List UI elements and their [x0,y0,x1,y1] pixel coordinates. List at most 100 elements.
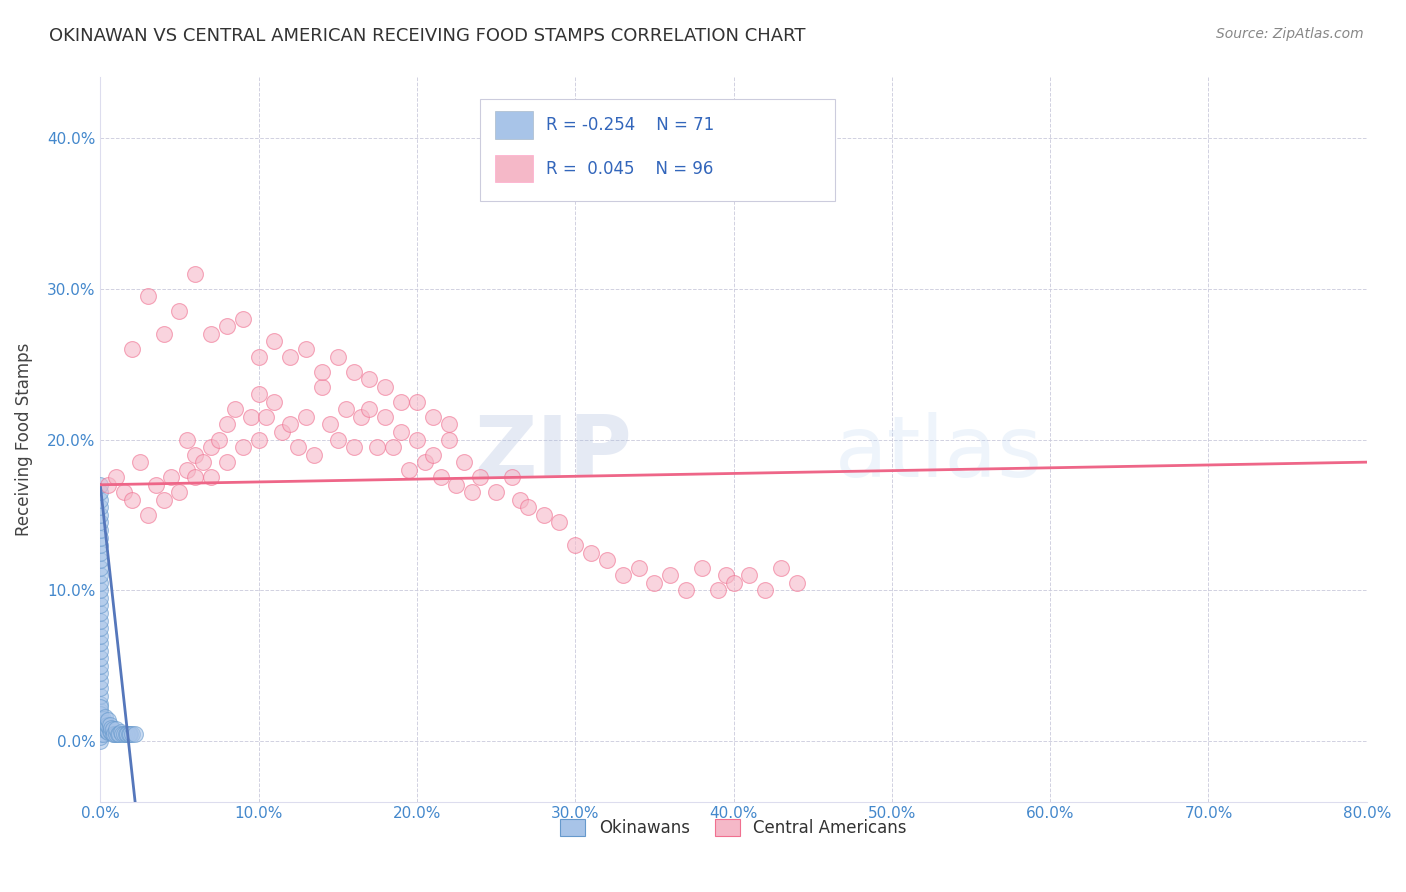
Point [128,455,150,469]
Point [89,531,111,545]
Point [738,568,761,582]
Point [706,583,728,598]
Point [184,267,207,281]
Point [89,727,111,741]
Point [89,636,111,650]
Point [382,440,405,454]
Point [89,666,111,681]
Point [247,387,270,401]
Point [232,440,254,454]
Point [114,727,136,741]
FancyBboxPatch shape [495,155,533,183]
Point [437,433,460,447]
Point [169,304,191,318]
Point [89,591,111,605]
Point [89,712,111,726]
Point [627,560,650,574]
Point [89,734,111,748]
Point [326,350,349,364]
Point [100,721,122,735]
Point [295,342,318,356]
Point [89,538,111,552]
Point [89,606,111,620]
Point [287,440,309,454]
Point [659,568,682,582]
Point [263,394,285,409]
Point [548,516,571,530]
Point [485,485,508,500]
Point [89,722,111,736]
Point [596,553,619,567]
Point [121,727,143,741]
Point [89,516,111,530]
Point [359,372,381,386]
Point [406,433,429,447]
Point [89,643,111,657]
Point [89,714,111,729]
Point [429,470,451,484]
Point [89,568,111,582]
Point [215,455,238,469]
Point [89,699,111,714]
Point [94,722,117,736]
Point [111,727,134,741]
Point [160,470,183,484]
Point [271,425,294,439]
Point [97,725,120,739]
Point [232,311,254,326]
Point [136,508,159,522]
Point [89,614,111,628]
Point [359,402,381,417]
Point [152,326,174,341]
Point [461,485,484,500]
Point [89,697,111,711]
Point [263,334,285,349]
Point [247,433,270,447]
Point [184,448,207,462]
Point [98,717,121,731]
Point [93,727,115,741]
Point [136,289,159,303]
Point [675,583,697,598]
Point [89,629,111,643]
Point [509,492,531,507]
Point [100,725,122,739]
Point [89,575,111,590]
FancyBboxPatch shape [481,99,835,201]
Point [110,725,132,739]
Point [311,380,333,394]
Point [422,409,444,424]
Point [215,417,238,432]
Point [89,485,111,500]
Point [118,727,141,741]
Point [121,492,143,507]
Point [501,470,523,484]
Point [97,477,120,491]
Point [446,477,468,491]
Point [89,673,111,688]
Point [239,409,262,424]
Point [374,409,396,424]
Point [98,723,121,738]
Point [89,689,111,703]
Point [769,560,792,574]
FancyBboxPatch shape [495,112,533,139]
Point [89,599,111,613]
Point [714,568,737,582]
Point [89,704,111,718]
Point [176,463,198,477]
Point [112,485,135,500]
Point [96,723,118,738]
Y-axis label: Receiving Food Stamps: Receiving Food Stamps [15,343,32,536]
Point [89,658,111,673]
Point [437,417,460,432]
Point [105,470,128,484]
Text: OKINAWAN VS CENTRAL AMERICAN RECEIVING FOOD STAMPS CORRELATION CHART: OKINAWAN VS CENTRAL AMERICAN RECEIVING F… [49,27,806,45]
Point [326,433,349,447]
Point [145,477,167,491]
Point [94,716,117,731]
Point [516,500,538,515]
Point [89,707,111,722]
Point [89,492,111,507]
Point [200,440,222,454]
